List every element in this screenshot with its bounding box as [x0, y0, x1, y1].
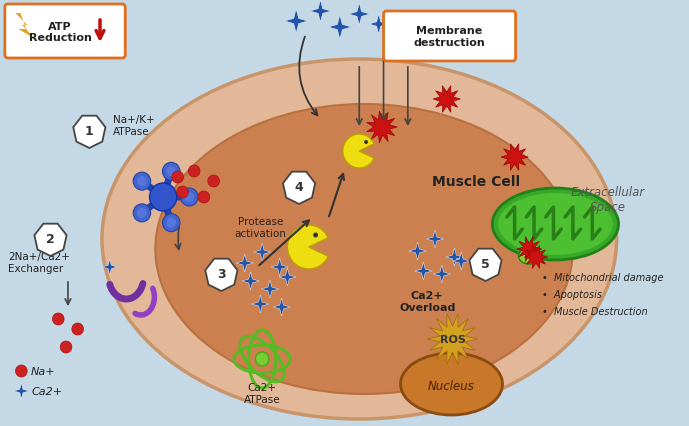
Text: Na+: Na+ — [31, 366, 56, 376]
Text: •  Apoptosis: • Apoptosis — [542, 289, 601, 299]
Polygon shape — [427, 314, 477, 365]
Text: 4: 4 — [295, 181, 303, 194]
Ellipse shape — [493, 189, 619, 260]
Circle shape — [185, 193, 194, 202]
Circle shape — [163, 163, 180, 181]
Polygon shape — [369, 15, 389, 35]
Polygon shape — [426, 230, 444, 248]
Polygon shape — [254, 243, 271, 262]
Text: 3: 3 — [217, 268, 226, 281]
Polygon shape — [415, 262, 432, 280]
Polygon shape — [242, 272, 259, 290]
Text: •  Mitochondrial damage: • Mitochondrial damage — [542, 272, 664, 282]
Polygon shape — [328, 16, 351, 40]
Circle shape — [198, 192, 209, 204]
Circle shape — [188, 166, 200, 178]
Circle shape — [181, 189, 198, 207]
Text: 1: 1 — [85, 125, 94, 138]
Circle shape — [163, 214, 180, 232]
Circle shape — [72, 323, 83, 335]
Polygon shape — [278, 268, 296, 286]
Text: 2Na+/Ca2+
Exchanger: 2Na+/Ca2+ Exchanger — [8, 252, 70, 273]
FancyBboxPatch shape — [5, 5, 125, 59]
Polygon shape — [433, 265, 451, 283]
Circle shape — [60, 341, 72, 353]
Circle shape — [166, 218, 176, 228]
Polygon shape — [273, 298, 290, 316]
Circle shape — [16, 365, 27, 377]
Polygon shape — [310, 1, 331, 23]
Circle shape — [133, 204, 151, 222]
Ellipse shape — [155, 105, 573, 394]
Polygon shape — [251, 295, 269, 313]
FancyBboxPatch shape — [384, 12, 515, 62]
Polygon shape — [271, 259, 289, 276]
Circle shape — [172, 172, 183, 184]
Text: 2: 2 — [46, 233, 55, 246]
Circle shape — [208, 176, 220, 187]
Polygon shape — [453, 253, 470, 271]
Polygon shape — [261, 280, 278, 298]
Text: ATP: ATP — [48, 22, 72, 32]
Polygon shape — [517, 237, 542, 262]
Wedge shape — [287, 225, 328, 269]
Text: 5: 5 — [481, 258, 490, 271]
Text: Ca2+
ATPase: Ca2+ ATPase — [244, 382, 280, 404]
Text: Na+/K+
ATPase: Na+/K+ ATPase — [112, 115, 154, 136]
Ellipse shape — [102, 60, 617, 419]
Text: Muscle Cell: Muscle Cell — [432, 175, 520, 189]
Polygon shape — [367, 112, 397, 144]
Circle shape — [52, 313, 64, 325]
Polygon shape — [446, 248, 463, 266]
Circle shape — [256, 352, 269, 366]
Circle shape — [133, 173, 151, 191]
Text: Ca2+: Ca2+ — [31, 386, 62, 396]
Ellipse shape — [498, 193, 613, 256]
Polygon shape — [285, 10, 308, 34]
Text: Membrane
destruction: Membrane destruction — [413, 26, 486, 48]
Polygon shape — [34, 224, 67, 256]
Circle shape — [166, 167, 176, 177]
Polygon shape — [73, 116, 105, 149]
Text: Protease
activation: Protease activation — [234, 217, 286, 238]
Polygon shape — [469, 249, 502, 281]
Polygon shape — [283, 172, 315, 204]
Polygon shape — [409, 242, 426, 260]
Ellipse shape — [400, 353, 502, 415]
Circle shape — [364, 141, 368, 145]
Circle shape — [176, 187, 188, 199]
Text: Nucleus: Nucleus — [428, 380, 475, 393]
Circle shape — [137, 208, 147, 219]
Polygon shape — [433, 86, 460, 113]
Polygon shape — [205, 259, 238, 291]
Text: Reduction: Reduction — [29, 33, 92, 43]
Wedge shape — [342, 135, 374, 169]
Text: •  Muscle Destruction: • Muscle Destruction — [542, 306, 648, 316]
Polygon shape — [236, 254, 254, 272]
Circle shape — [313, 233, 318, 238]
Polygon shape — [349, 4, 370, 26]
Polygon shape — [501, 144, 528, 171]
Text: Extracellular
Space: Extracellular Space — [570, 186, 645, 213]
Circle shape — [137, 177, 147, 187]
Polygon shape — [16, 14, 35, 40]
Text: ROS: ROS — [440, 334, 466, 344]
Ellipse shape — [519, 248, 540, 265]
Circle shape — [150, 184, 176, 211]
Polygon shape — [524, 246, 548, 269]
Polygon shape — [102, 259, 118, 275]
Text: Ca2+
Overload: Ca2+ Overload — [399, 291, 455, 312]
Polygon shape — [14, 383, 29, 399]
